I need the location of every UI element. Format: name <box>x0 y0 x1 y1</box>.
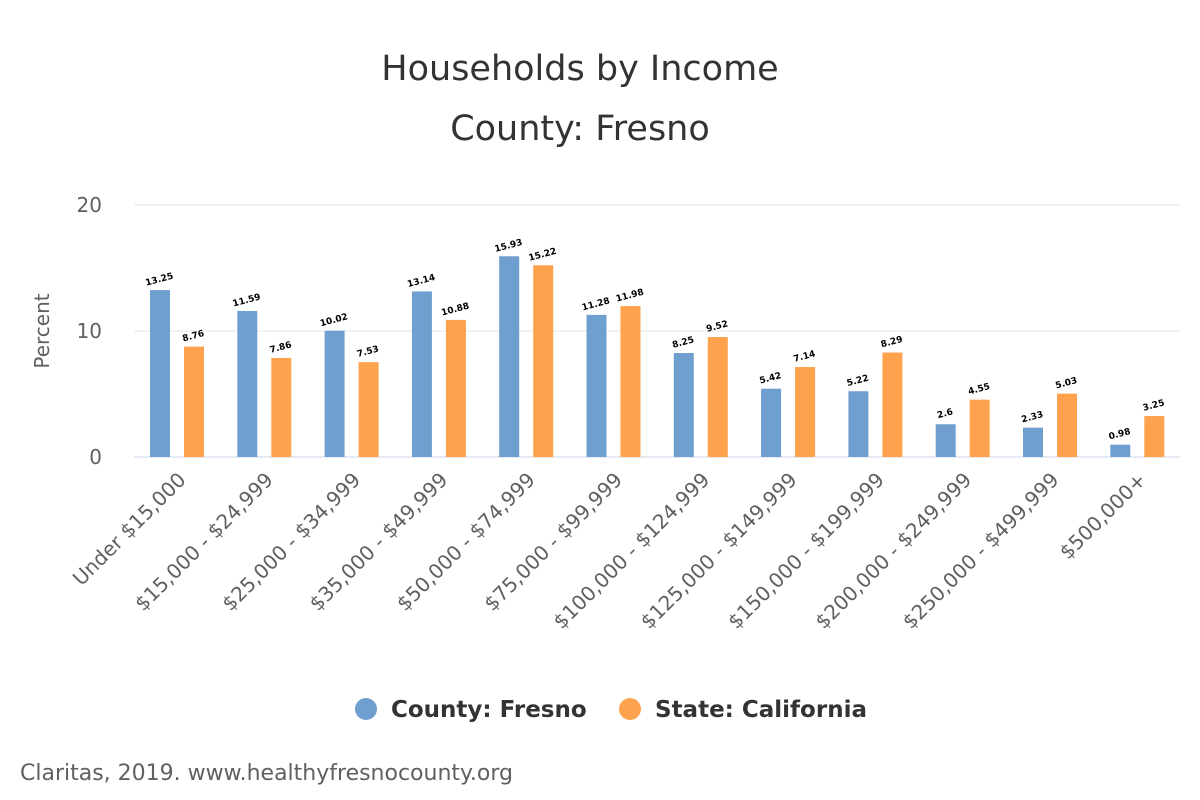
bar-state <box>620 306 641 457</box>
chart-title: Households by Income <box>381 49 778 89</box>
bar-state <box>445 319 466 457</box>
data-label: 0.98 <box>1108 427 1132 442</box>
grid-layer <box>134 204 1180 458</box>
data-label: 15.93 <box>494 238 524 255</box>
data-label: 7.86 <box>269 340 293 355</box>
y-axis-label: Percent <box>30 293 54 368</box>
bar-county <box>935 424 956 457</box>
legend-label-state: State: California <box>655 697 867 723</box>
legend-marker-county <box>355 698 377 720</box>
x-tick-label: $500,000+ <box>1055 468 1151 564</box>
chart-subtitle: County: Fresno <box>450 109 710 149</box>
bar-state <box>882 352 903 457</box>
bar-state <box>184 346 204 457</box>
bar-county <box>411 291 432 457</box>
bar-county <box>150 290 170 457</box>
bar-county <box>761 388 782 457</box>
x-tick-label: $250,000 - $499,999 <box>898 468 1064 634</box>
data-label: 8.25 <box>671 335 695 350</box>
bars-layer <box>150 256 1165 457</box>
y-tick-label: 0 <box>89 445 102 469</box>
y-axis: 0 10 20 <box>77 193 102 469</box>
data-label: 10.02 <box>319 312 349 329</box>
data-label: 11.28 <box>581 296 611 313</box>
bar-county <box>237 310 258 457</box>
bar-state <box>358 362 379 457</box>
y-tick-label: 20 <box>77 193 102 217</box>
bar-county <box>673 353 694 457</box>
bar-state <box>1057 393 1077 457</box>
bar-state <box>707 337 728 457</box>
data-label: 2.6 <box>936 407 954 421</box>
data-label: 10.88 <box>440 301 470 318</box>
bar-state <box>795 367 816 457</box>
legend: County: Fresno State: California <box>355 697 867 723</box>
x-tick-label: $100,000 - $124,999 <box>548 468 714 634</box>
data-label: 13.14 <box>406 273 436 290</box>
bar-state <box>969 399 990 457</box>
bar-state <box>271 357 292 457</box>
data-label: 7.53 <box>356 344 380 359</box>
data-label: 2.33 <box>1020 410 1044 425</box>
data-label: 4.55 <box>967 382 991 397</box>
bar-state <box>1144 416 1165 457</box>
legend-label-county: County: Fresno <box>391 697 587 723</box>
data-label: 7.14 <box>793 349 817 364</box>
bar-county <box>1110 444 1131 457</box>
data-label: 3.25 <box>1142 398 1166 413</box>
data-label: 11.59 <box>232 293 262 310</box>
x-tick-label: $200,000 - $249,999 <box>810 468 976 634</box>
data-label: 15.22 <box>528 247 558 264</box>
data-label: 13.25 <box>144 272 174 289</box>
credit-text: Claritas, 2019. www.healthyfresnocounty.… <box>20 761 513 786</box>
data-label: 5.42 <box>759 371 783 386</box>
data-label: 5.22 <box>846 374 870 389</box>
data-labels-layer: 13.25 11.59 10.02 13.14 15.93 11.28 8.25 5.42 5.… <box>144 238 1165 443</box>
data-label: 8.29 <box>880 335 904 350</box>
x-axis: Under $15,000$15,000 - $24,999$25,000 - … <box>68 468 1151 634</box>
bar-county <box>848 391 869 457</box>
bar-county <box>324 330 345 457</box>
y-tick-label: 10 <box>77 319 102 343</box>
bar-county <box>1023 427 1043 457</box>
bar-county <box>586 314 607 457</box>
x-tick-label: $125,000 - $149,999 <box>636 468 802 634</box>
legend-marker-state <box>619 698 641 720</box>
data-label: 5.03 <box>1054 376 1078 391</box>
bar-state <box>533 265 554 457</box>
data-label: 9.52 <box>705 319 729 334</box>
bar-county <box>499 256 520 457</box>
data-label: 11.98 <box>615 288 645 305</box>
x-tick-label: $150,000 - $199,999 <box>723 468 889 634</box>
